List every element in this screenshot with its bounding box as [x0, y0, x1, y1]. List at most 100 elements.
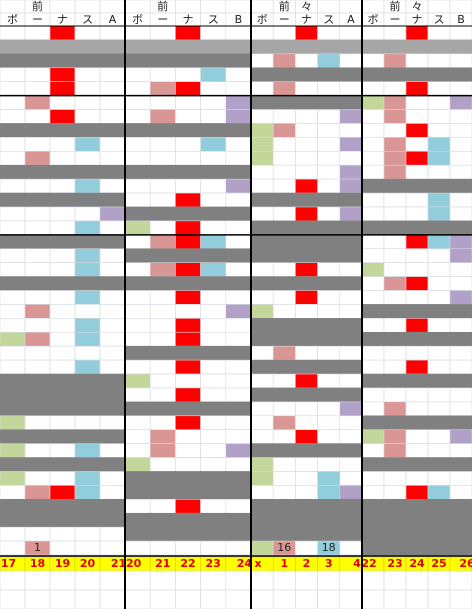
- header-cell: [99, 0, 126, 14]
- cell: [339, 164, 363, 180]
- cell: [49, 53, 76, 69]
- cell: [295, 526, 318, 542]
- cell: [99, 220, 126, 236]
- cell: [427, 415, 451, 431]
- cell: [427, 290, 451, 305]
- cell: [449, 123, 472, 138]
- cell: [49, 401, 76, 417]
- cell: [383, 109, 407, 124]
- cell: [405, 150, 429, 166]
- cell: [250, 457, 274, 472]
- cell: [317, 331, 341, 347]
- cell: [225, 304, 252, 319]
- cell: [74, 318, 101, 333]
- blank-cell: [361, 570, 385, 591]
- cell: [361, 206, 385, 222]
- cell: [427, 373, 451, 389]
- cell: [339, 359, 363, 375]
- blank-cell: [317, 589, 341, 609]
- cell: [0, 345, 26, 361]
- cell: [317, 359, 341, 375]
- cell: [124, 137, 151, 152]
- cell: [250, 429, 274, 444]
- cell: [449, 164, 472, 180]
- cell: [175, 387, 201, 403]
- blank-cell: [225, 589, 252, 609]
- cell: [339, 304, 363, 319]
- cell: [24, 234, 51, 250]
- cell: [250, 109, 274, 124]
- cell: [200, 373, 227, 389]
- cell: [200, 206, 227, 222]
- cell: [124, 248, 151, 263]
- cell: [427, 81, 451, 96]
- cell: [427, 206, 451, 222]
- footer-label: 23: [387, 557, 402, 570]
- cell: [24, 95, 51, 110]
- cell: [427, 499, 451, 514]
- cell: [74, 150, 101, 166]
- cell: [124, 540, 151, 556]
- cell: [175, 150, 201, 166]
- blank-cell: [124, 570, 151, 591]
- cell: [427, 262, 451, 277]
- cell: [317, 178, 341, 194]
- cell: [175, 25, 201, 41]
- cell: [427, 443, 451, 458]
- cell: [295, 512, 318, 528]
- cell: [295, 67, 318, 82]
- cell: [339, 262, 363, 277]
- cell: [225, 387, 252, 403]
- cell: [200, 192, 227, 208]
- cell: [0, 290, 26, 305]
- cell: [74, 192, 101, 208]
- cell: [74, 512, 101, 528]
- cell: [272, 67, 296, 82]
- cell: [49, 178, 76, 194]
- cell: [0, 95, 26, 110]
- cell: [427, 192, 451, 208]
- header-col: B: [457, 13, 465, 26]
- cell: [272, 526, 296, 542]
- cell: [24, 53, 51, 69]
- cell: [405, 137, 429, 152]
- footer-label: 4: [353, 557, 361, 570]
- cell: [99, 81, 126, 96]
- blank-cell: [272, 589, 296, 609]
- cell: [0, 387, 26, 403]
- cell: [0, 150, 26, 166]
- cell: [124, 526, 151, 542]
- header-cell: [175, 0, 201, 14]
- cell: [250, 415, 274, 431]
- cell: [317, 150, 341, 166]
- cell: [149, 81, 176, 96]
- cell: [405, 164, 429, 180]
- cell: [200, 67, 227, 82]
- cell: [449, 415, 472, 431]
- header-col: ー: [390, 13, 401, 26]
- cell: [383, 192, 407, 208]
- cell: [200, 401, 227, 417]
- footer-label: 26: [459, 557, 472, 570]
- cell: [339, 373, 363, 389]
- cell: [361, 485, 385, 500]
- cell: [99, 401, 126, 417]
- cell: [74, 485, 101, 500]
- cell: [449, 234, 472, 250]
- cell: [74, 276, 101, 291]
- cell: [317, 526, 341, 542]
- cell: [250, 192, 274, 208]
- cell: [449, 109, 472, 124]
- cell: [383, 401, 407, 417]
- cell: [149, 401, 176, 417]
- cell: [149, 192, 176, 208]
- cell: [339, 471, 363, 486]
- cell: [295, 499, 318, 514]
- cell: [74, 220, 101, 236]
- cell: [250, 150, 274, 166]
- cell: [200, 471, 227, 486]
- cell: [295, 318, 318, 333]
- cell: [405, 526, 429, 542]
- cell: [124, 429, 151, 444]
- cell: [317, 471, 341, 486]
